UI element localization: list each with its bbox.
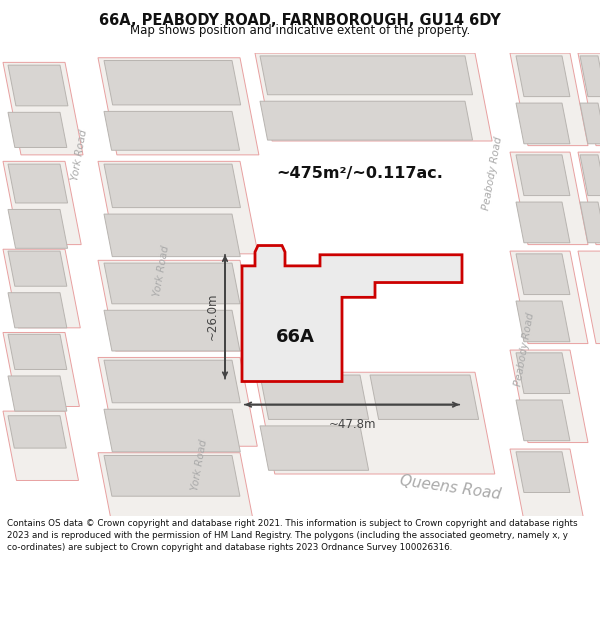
Polygon shape <box>3 161 81 244</box>
Polygon shape <box>510 251 588 344</box>
Polygon shape <box>580 202 600 242</box>
Polygon shape <box>516 103 570 144</box>
Polygon shape <box>8 292 67 328</box>
Polygon shape <box>558 53 600 516</box>
Polygon shape <box>510 152 588 244</box>
Text: ~475m²/~0.117ac.: ~475m²/~0.117ac. <box>277 166 443 181</box>
Polygon shape <box>255 53 492 141</box>
Polygon shape <box>104 111 239 150</box>
Polygon shape <box>255 372 495 474</box>
Text: York Road: York Road <box>152 244 172 297</box>
Polygon shape <box>8 416 66 448</box>
Text: ~47.8m: ~47.8m <box>328 418 376 431</box>
Polygon shape <box>104 360 240 403</box>
Polygon shape <box>516 452 570 493</box>
Polygon shape <box>68 53 168 516</box>
Polygon shape <box>3 62 83 155</box>
Polygon shape <box>578 152 600 244</box>
Text: York Road: York Road <box>191 438 209 491</box>
Text: Queens Road: Queens Road <box>398 473 502 502</box>
Polygon shape <box>8 112 67 148</box>
Polygon shape <box>98 161 258 254</box>
Polygon shape <box>516 56 570 97</box>
Polygon shape <box>260 101 473 140</box>
Polygon shape <box>104 61 241 105</box>
Polygon shape <box>516 155 570 196</box>
Polygon shape <box>580 56 600 97</box>
Polygon shape <box>370 375 479 419</box>
Text: 66A: 66A <box>275 328 314 346</box>
Polygon shape <box>148 53 248 516</box>
Polygon shape <box>8 334 67 369</box>
Polygon shape <box>510 53 588 146</box>
Text: Contains OS data © Crown copyright and database right 2021. This information is : Contains OS data © Crown copyright and d… <box>7 519 578 552</box>
Polygon shape <box>578 251 600 344</box>
Polygon shape <box>516 353 570 394</box>
Polygon shape <box>104 164 241 208</box>
Bar <box>0 474 600 516</box>
Polygon shape <box>3 332 79 406</box>
Polygon shape <box>8 251 67 286</box>
Polygon shape <box>104 214 240 257</box>
Text: Map shows position and indicative extent of the property.: Map shows position and indicative extent… <box>130 24 470 38</box>
Polygon shape <box>104 263 240 304</box>
Polygon shape <box>98 357 257 446</box>
Text: Peabody Road: Peabody Road <box>482 136 505 211</box>
Polygon shape <box>8 164 68 203</box>
Text: York Road: York Road <box>71 129 89 181</box>
Polygon shape <box>242 246 462 381</box>
Polygon shape <box>260 56 473 95</box>
Polygon shape <box>8 209 68 248</box>
Polygon shape <box>516 400 570 441</box>
Polygon shape <box>260 375 368 419</box>
Polygon shape <box>510 350 588 442</box>
Polygon shape <box>3 249 80 328</box>
Polygon shape <box>260 426 368 470</box>
Polygon shape <box>98 452 257 539</box>
Polygon shape <box>516 254 570 294</box>
Text: Peabody Road: Peabody Road <box>514 311 536 387</box>
Polygon shape <box>580 103 600 144</box>
Polygon shape <box>3 411 79 481</box>
Polygon shape <box>104 456 240 496</box>
Polygon shape <box>516 202 570 242</box>
Polygon shape <box>98 261 257 351</box>
Polygon shape <box>104 409 240 452</box>
Polygon shape <box>8 65 68 106</box>
Text: ~26.0m: ~26.0m <box>206 293 219 341</box>
Polygon shape <box>580 155 600 196</box>
Polygon shape <box>98 58 259 155</box>
Polygon shape <box>104 310 240 351</box>
Polygon shape <box>578 53 600 146</box>
Polygon shape <box>516 301 570 342</box>
Text: 66A, PEABODY ROAD, FARNBOROUGH, GU14 6DY: 66A, PEABODY ROAD, FARNBOROUGH, GU14 6DY <box>99 13 501 28</box>
Polygon shape <box>510 449 588 541</box>
Polygon shape <box>8 376 67 411</box>
Polygon shape <box>478 53 548 516</box>
